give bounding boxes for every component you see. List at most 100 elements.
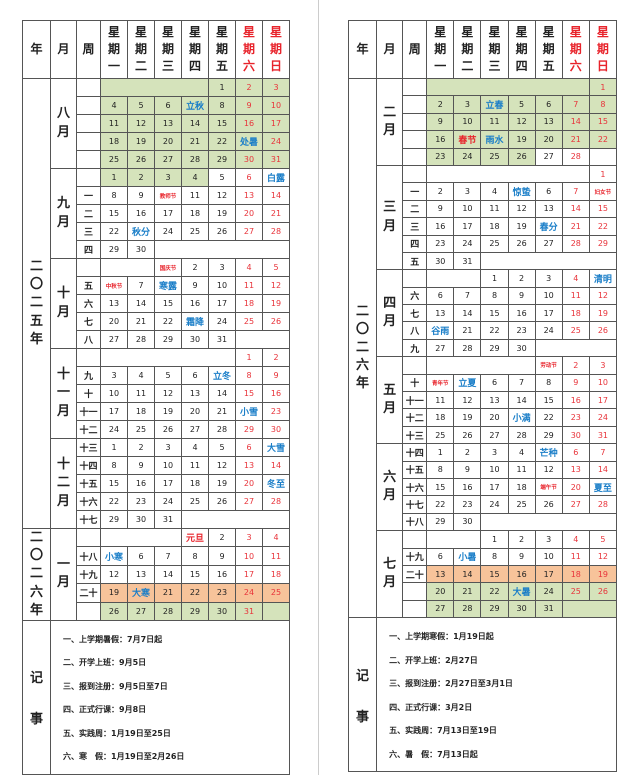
day-cell: 9 bbox=[426, 112, 455, 132]
day-cell: 15 bbox=[100, 204, 128, 223]
day-cell: 17 bbox=[235, 564, 263, 585]
week-row: 六 13 14 15 16 17 18 19 bbox=[23, 294, 290, 313]
year-header-label: 年 bbox=[356, 42, 369, 56]
day-cell: 7 bbox=[507, 373, 536, 393]
day-cell: 10 bbox=[235, 546, 263, 566]
day-cell: 25 bbox=[181, 222, 209, 241]
day-cell: 9 bbox=[127, 456, 155, 475]
week-row: 二〇二六年 一月 元旦 2 3 4 bbox=[22, 527, 290, 621]
week-row: 十青年节 立夏 6 7 8 9 10 bbox=[349, 373, 618, 393]
day-cell: 15 bbox=[534, 391, 563, 410]
solar-term-cell: 立冬 bbox=[208, 366, 236, 385]
week-row: 六月 十四 1 2 3 4 芒种 6 7 bbox=[349, 443, 618, 532]
day-cell: 13 bbox=[534, 112, 563, 132]
day-cell: 19 bbox=[154, 402, 182, 421]
day-cell: 8 bbox=[100, 186, 128, 205]
day-cell: 13 bbox=[154, 114, 182, 133]
week-number: 一 bbox=[402, 182, 428, 201]
week-number bbox=[402, 530, 428, 549]
week-number: 十八 bbox=[402, 512, 428, 532]
day-cell: 1 bbox=[588, 164, 618, 184]
notes-label: 记事 bbox=[347, 617, 378, 773]
week-number: 八 bbox=[76, 330, 101, 349]
week-number bbox=[402, 582, 428, 601]
day-cell: 28 bbox=[181, 150, 209, 169]
day-cell: 9 bbox=[507, 547, 536, 566]
day-cell: 20 bbox=[426, 582, 455, 601]
weekday-header: 星期一 bbox=[426, 20, 455, 79]
day-cell: 2 bbox=[181, 258, 209, 277]
note-item: 六、暑 假：7月13日起 bbox=[389, 749, 478, 759]
solar-term-cell: 小暑 bbox=[453, 547, 482, 566]
week-number: 八 bbox=[402, 321, 428, 340]
day-cell: 17 bbox=[154, 474, 182, 493]
note-item: 二、开学上班：9月5日 bbox=[63, 658, 147, 668]
day-cell: 16 bbox=[181, 294, 209, 313]
day-cell: 26 bbox=[453, 425, 482, 445]
day-cell: 25 bbox=[426, 425, 455, 445]
day-cell: 11 bbox=[127, 384, 155, 403]
solar-term-cell: 雨水 bbox=[480, 130, 509, 149]
week-number bbox=[76, 96, 101, 115]
day-cell: 6 bbox=[235, 168, 263, 187]
day-cell: 25 bbox=[181, 492, 209, 511]
day-cell: 26 bbox=[534, 495, 563, 514]
day-cell: 28 bbox=[262, 222, 290, 241]
weekday-label: 星期四 bbox=[515, 25, 528, 73]
day-cell: 6 bbox=[127, 546, 155, 566]
day-cell: 19 bbox=[507, 130, 536, 149]
day-cell: 9 bbox=[127, 186, 155, 205]
day-cell: 5 bbox=[208, 438, 236, 457]
day-cell: 10 bbox=[480, 460, 509, 479]
weekday-header: 星期四 bbox=[181, 20, 209, 79]
week-row: 十七 22 23 24 25 26 27 28 bbox=[349, 495, 618, 514]
week-row: 十七 29 30 31 bbox=[23, 510, 290, 529]
week-number: 十七 bbox=[76, 510, 101, 529]
solar-term-cell: 惊蛰 bbox=[507, 182, 536, 201]
empty-cell bbox=[426, 530, 482, 549]
day-cell: 17 bbox=[100, 402, 128, 421]
day-cell: 1 bbox=[100, 438, 128, 457]
day-cell: 2 bbox=[208, 527, 236, 548]
day-cell: 29 bbox=[534, 425, 563, 445]
day-cell: 11 bbox=[426, 391, 455, 410]
day-cell: 10 bbox=[100, 384, 128, 403]
day-cell: 8 bbox=[480, 286, 509, 306]
week-row: 二 9 10 11 12 13 14 15 bbox=[349, 199, 618, 219]
notes-label-char: 事 bbox=[356, 709, 370, 725]
solar-term-cell: 大暑 bbox=[507, 582, 536, 601]
day-cell: 25 bbox=[262, 583, 290, 603]
day-cell: 20 bbox=[235, 204, 263, 223]
day-cell: 24 bbox=[453, 147, 482, 166]
day-cell: 31 bbox=[154, 510, 182, 529]
day-cell: 8 bbox=[588, 95, 618, 114]
week-number bbox=[402, 164, 428, 184]
month-label: 十月 bbox=[56, 286, 70, 320]
day-cell: 26 bbox=[262, 312, 290, 331]
day-cell: 3 bbox=[154, 438, 182, 457]
day-cell: 16 bbox=[426, 130, 455, 149]
day-cell: 16 bbox=[507, 304, 536, 323]
notes-label-char: 事 bbox=[29, 712, 43, 728]
week-number: 五 bbox=[402, 251, 428, 271]
month-label: 七月 bbox=[383, 556, 397, 591]
week-number: 四 bbox=[76, 240, 101, 259]
day-cell: 18 bbox=[181, 204, 209, 223]
week-number bbox=[402, 599, 428, 619]
month-label: 五月 bbox=[383, 383, 397, 417]
notes-label-char: 记 bbox=[29, 671, 43, 687]
solar-term-cell: 夏至 bbox=[588, 477, 618, 497]
day-cell: 22 bbox=[208, 132, 236, 151]
week-header: 周 bbox=[76, 20, 101, 79]
week-number: 十四 bbox=[76, 456, 101, 475]
day-cell: 19 bbox=[127, 132, 155, 151]
day-cell: 9 bbox=[507, 286, 536, 306]
week-number: 十五 bbox=[76, 474, 101, 493]
month-header-label: 月 bbox=[57, 42, 70, 56]
day-cell: 1 bbox=[480, 530, 509, 549]
solar-term-cell: 白露 bbox=[262, 168, 290, 187]
day-cell: 27 bbox=[561, 495, 590, 514]
day-cell: 2 bbox=[426, 95, 455, 114]
week-number: 十四 bbox=[402, 443, 428, 462]
note-item: 二、开学上班：2月27日 bbox=[389, 655, 478, 665]
